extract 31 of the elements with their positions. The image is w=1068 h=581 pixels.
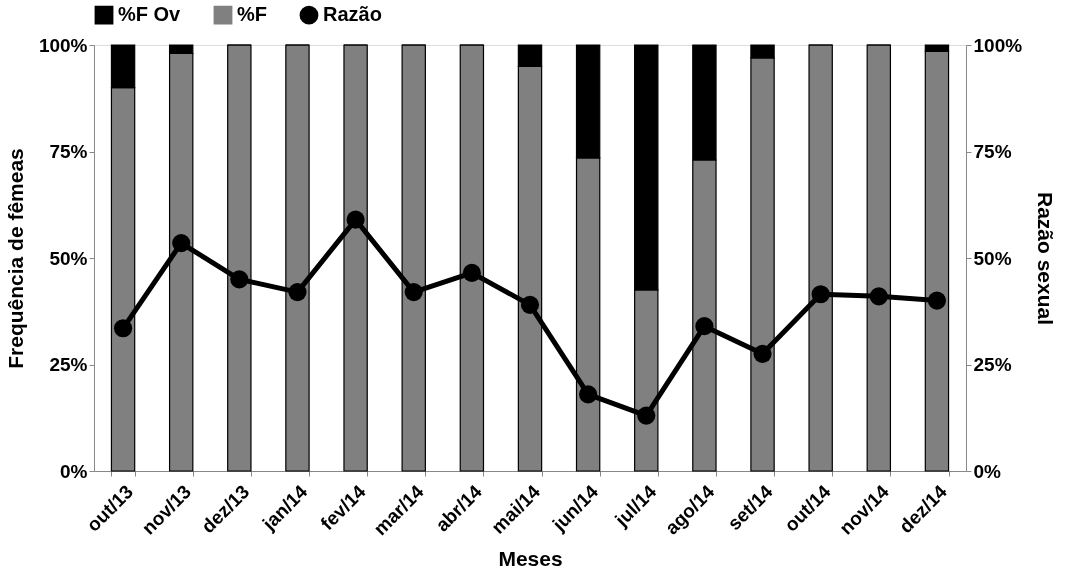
point <box>172 234 191 253</box>
y-tick-label: 50% <box>49 247 88 269</box>
y2-tick-label: 0% <box>973 460 1002 482</box>
point <box>113 319 133 338</box>
y2-tick-label: 100% <box>973 34 1023 56</box>
x-axis-title: Meses <box>498 547 563 571</box>
legend-label: Razão <box>323 3 382 26</box>
point <box>869 287 888 306</box>
y-axis-title: Frequência de fêmeas <box>3 148 27 369</box>
y-tick-label: 0% <box>60 460 88 482</box>
y2-tick-label: 75% <box>973 141 1012 162</box>
point <box>637 406 656 425</box>
y2-tick-label: 25% <box>973 354 1012 375</box>
point <box>462 263 481 282</box>
point <box>520 295 540 314</box>
y-tick-label: 25% <box>49 354 88 375</box>
y2-tick-label: 50% <box>973 247 1012 269</box>
point <box>695 317 714 336</box>
point <box>927 291 947 310</box>
y-tick-label: 75% <box>49 141 88 162</box>
point <box>288 283 307 302</box>
point <box>579 385 598 404</box>
point <box>753 344 772 363</box>
point <box>230 270 249 289</box>
point <box>811 285 830 304</box>
legend-label: %F Ov <box>118 3 182 26</box>
point <box>346 210 365 229</box>
y2-axis-title: Razão sexual <box>1034 191 1058 326</box>
y-tick-label: 100% <box>38 34 88 56</box>
legend-label: %F <box>237 3 267 26</box>
point <box>404 283 423 302</box>
